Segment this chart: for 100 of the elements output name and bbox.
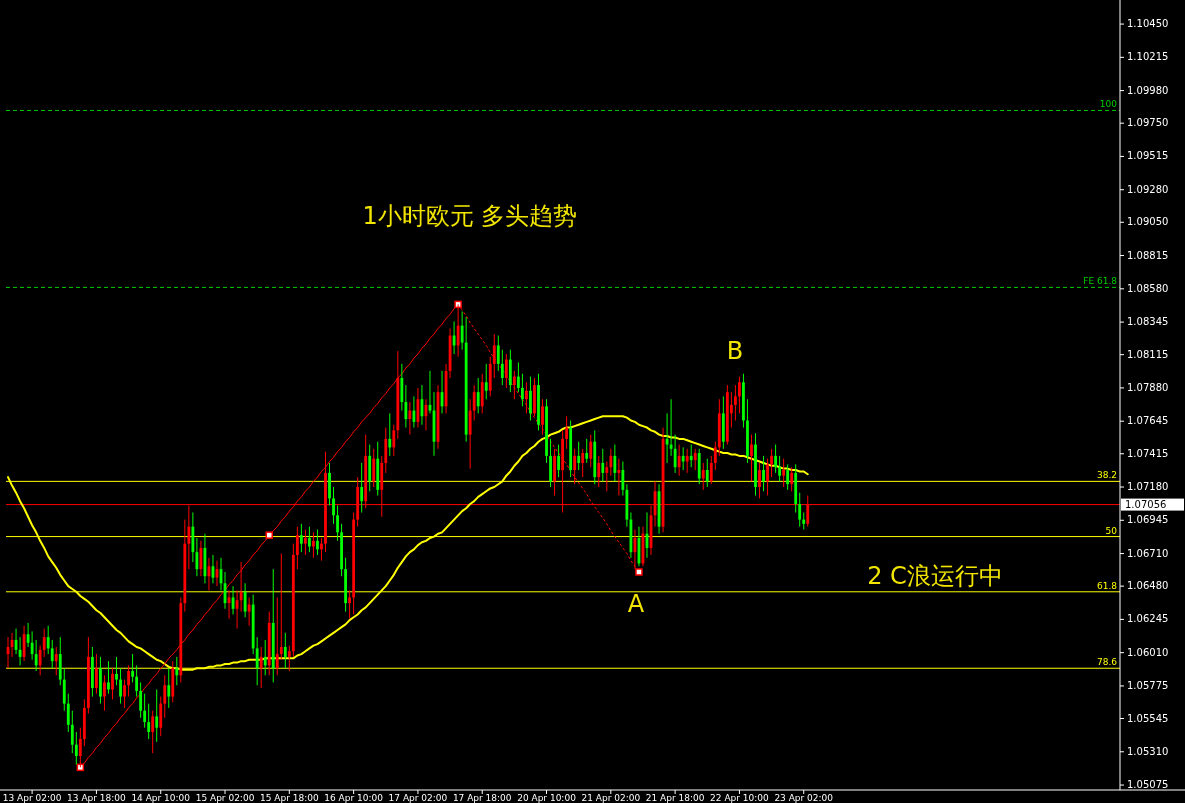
y-tick-label: 1.09980 xyxy=(1127,84,1169,96)
candlestick xyxy=(758,462,761,499)
x-tick-label: 17 Apr 02:00 xyxy=(388,793,448,803)
candlestick xyxy=(516,361,520,393)
candlestick xyxy=(295,526,299,570)
candlestick xyxy=(42,628,46,658)
y-tick-label: 1.10215 xyxy=(1127,51,1169,63)
candlestick xyxy=(504,353,508,389)
candlestick xyxy=(46,625,50,655)
candlestick xyxy=(677,444,681,477)
annotation: B xyxy=(726,337,744,365)
y-tick-label: 1.07180 xyxy=(1127,481,1169,493)
candlestick xyxy=(786,463,790,491)
y-tick-label: 1.06010 xyxy=(1127,646,1169,658)
candlestick xyxy=(275,596,279,676)
candlestick xyxy=(408,401,412,436)
candlestick xyxy=(303,529,307,556)
x-tick-label: 23 Apr 02:00 xyxy=(774,793,834,803)
candlestick xyxy=(175,656,179,686)
candlestick xyxy=(798,492,802,528)
y-tick-label: 1.05075 xyxy=(1127,779,1169,791)
candlestick xyxy=(529,376,532,421)
candlestick xyxy=(685,448,689,474)
candlestick xyxy=(54,646,58,676)
y-tick-label: 1.10450 xyxy=(1127,18,1169,30)
annotation: A xyxy=(627,589,645,618)
candlestick xyxy=(332,486,335,525)
annotation: 78.6 xyxy=(1096,657,1118,668)
candlestick xyxy=(762,455,765,492)
candlestick xyxy=(597,455,601,488)
candlestick xyxy=(734,384,737,421)
x-tick-label: 17 Apr 18:00 xyxy=(452,793,512,803)
candlestick xyxy=(472,384,476,421)
candlestick xyxy=(557,444,560,478)
candlestick xyxy=(581,448,585,478)
candlestick xyxy=(70,710,74,754)
candlestick xyxy=(673,434,677,474)
candlestick xyxy=(790,466,794,492)
y-tick-label: 1.06945 xyxy=(1127,514,1169,526)
candlestick xyxy=(163,674,167,719)
candlestick xyxy=(239,561,243,613)
y-tick-label: 1.08815 xyxy=(1127,249,1169,261)
candlestick xyxy=(320,537,323,562)
text: 1小时欧元 多头趋势 xyxy=(362,202,578,230)
candlestick xyxy=(412,395,416,429)
candlestick xyxy=(392,424,396,457)
x-tick-label: 15 Apr 18:00 xyxy=(259,793,319,803)
y-tick-label: 1.07645 xyxy=(1127,415,1169,427)
ref-line-label: 1.07056 xyxy=(1125,498,1167,510)
y-tick-label: 1.05310 xyxy=(1127,745,1169,757)
y-tick-label: 1.09750 xyxy=(1127,117,1169,129)
candlestick xyxy=(259,646,263,689)
candlestick xyxy=(143,693,147,729)
y-tick-label: 1.08345 xyxy=(1127,316,1169,328)
candlestick xyxy=(263,639,267,676)
candlestick xyxy=(107,660,110,695)
point xyxy=(635,568,643,576)
candlestick xyxy=(103,674,106,712)
candlestick xyxy=(151,710,155,754)
candlestick xyxy=(243,582,247,618)
candlestick xyxy=(372,448,376,488)
candlestick xyxy=(705,458,709,488)
candlestick xyxy=(681,446,685,471)
candlestick xyxy=(50,639,54,669)
candlestick xyxy=(299,523,303,553)
candlestick xyxy=(577,441,581,471)
candlestick xyxy=(388,412,392,457)
candlestick xyxy=(693,448,697,471)
candlestick xyxy=(774,444,777,474)
candlestick xyxy=(111,667,114,700)
candlestick xyxy=(738,376,741,414)
y-tick-label: 1.09050 xyxy=(1127,216,1169,228)
annotation: 61.8 xyxy=(1096,580,1118,591)
candlestick xyxy=(119,667,122,705)
point xyxy=(265,531,273,539)
candlestick xyxy=(135,664,139,698)
candlestick xyxy=(167,667,171,709)
x-tick-label: 15 Apr 02:00 xyxy=(195,793,255,803)
candlestick xyxy=(709,455,713,485)
candlestick xyxy=(287,645,291,672)
candlestick xyxy=(525,381,528,414)
x-tick-label: 20 Apr 10:00 xyxy=(517,793,577,803)
candlestick xyxy=(500,349,504,386)
candlestick xyxy=(617,458,621,497)
annotation: FE 61.8 xyxy=(1083,276,1118,287)
candlestick xyxy=(541,398,544,436)
x-tick-label: 22 Apr 10:00 xyxy=(710,793,770,803)
candlestick xyxy=(701,462,705,491)
candlestick xyxy=(336,504,339,542)
candlestick xyxy=(778,455,782,482)
candlestick xyxy=(601,448,605,482)
y-tick-label: 1.06710 xyxy=(1127,547,1169,559)
y-tick-label: 1.06245 xyxy=(1127,613,1169,625)
candlestick xyxy=(147,703,151,740)
candlestick xyxy=(713,441,717,471)
candlestick xyxy=(255,636,259,686)
candlestick xyxy=(512,370,516,400)
candlestick xyxy=(155,688,159,743)
candlestick xyxy=(689,444,693,468)
y-tick-label: 1.07415 xyxy=(1127,447,1169,459)
